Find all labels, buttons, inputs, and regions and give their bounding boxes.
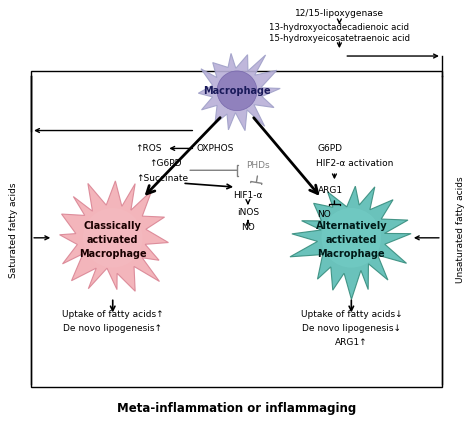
Text: Macrophage: Macrophage <box>203 86 271 96</box>
Text: PHDs: PHDs <box>246 161 270 170</box>
Text: HIF1-α: HIF1-α <box>233 191 263 200</box>
Text: 13-hydroxyoctadecadienoic acid: 13-hydroxyoctadecadienoic acid <box>269 23 410 32</box>
Text: iNOS: iNOS <box>237 208 259 218</box>
Text: OXPHOS: OXPHOS <box>196 144 234 153</box>
Polygon shape <box>60 181 168 291</box>
Circle shape <box>217 71 257 111</box>
Circle shape <box>83 208 143 268</box>
Text: activated: activated <box>326 235 377 245</box>
Text: Macrophage: Macrophage <box>79 249 146 259</box>
Polygon shape <box>198 53 280 131</box>
Text: Uptake of fatty acids↑: Uptake of fatty acids↑ <box>62 310 164 319</box>
Text: G6PD: G6PD <box>318 144 343 153</box>
Text: Alternatively: Alternatively <box>316 221 387 231</box>
Text: Saturated fatty acids: Saturated fatty acids <box>9 182 18 277</box>
Text: activated: activated <box>87 235 138 245</box>
Text: Meta-inflammation or inflammaging: Meta-inflammation or inflammaging <box>118 402 356 415</box>
Text: ARG1↑: ARG1↑ <box>335 338 368 346</box>
Text: ARG1: ARG1 <box>318 186 343 195</box>
Text: NO: NO <box>241 224 255 232</box>
Circle shape <box>321 208 381 268</box>
Text: HIF2-α activation: HIF2-α activation <box>316 159 393 168</box>
Text: NO: NO <box>318 210 331 219</box>
Polygon shape <box>290 186 411 299</box>
Text: 12/15-lipoxygenase: 12/15-lipoxygenase <box>295 9 384 19</box>
Text: Uptake of fatty acids↓: Uptake of fatty acids↓ <box>301 310 402 319</box>
Text: Classically: Classically <box>84 221 142 231</box>
Text: De novo lipogenesis↑: De novo lipogenesis↑ <box>63 324 162 333</box>
Text: ↑G6PD: ↑G6PD <box>149 159 182 168</box>
Text: Unsaturated fatty acids: Unsaturated fatty acids <box>456 176 465 283</box>
Text: ↑ROS: ↑ROS <box>135 144 162 153</box>
Text: 15-hydroxyeicosatetraenoic acid: 15-hydroxyeicosatetraenoic acid <box>269 34 410 43</box>
Text: Macrophage: Macrophage <box>318 249 385 259</box>
Text: ↑Succinate: ↑Succinate <box>137 174 189 183</box>
Text: De novo lipogenesis↓: De novo lipogenesis↓ <box>302 324 401 333</box>
